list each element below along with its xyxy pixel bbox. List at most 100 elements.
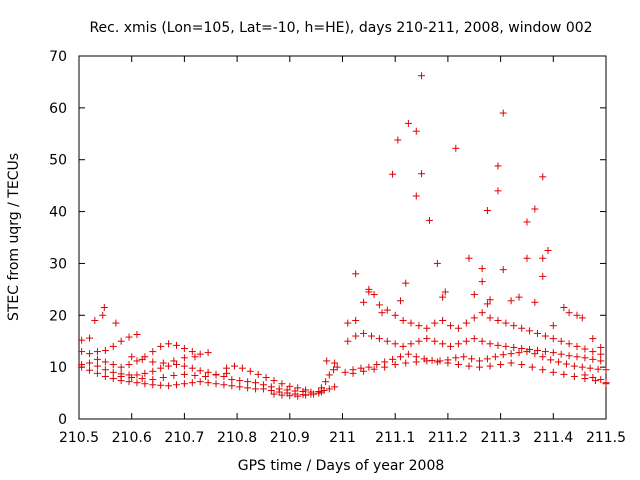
data-point	[404, 119, 412, 127]
y-tick-label: 20	[49, 308, 67, 324]
data-point	[439, 293, 447, 301]
x-tick-label: 210.5	[59, 430, 99, 446]
y-tick-label: 30	[49, 256, 67, 272]
data-point	[212, 371, 220, 379]
data-point	[133, 371, 141, 379]
data-point	[557, 337, 565, 345]
data-point	[526, 346, 534, 354]
data-point	[157, 364, 165, 372]
data-point	[465, 254, 473, 262]
data-point	[555, 358, 563, 366]
data-point	[320, 386, 328, 394]
data-point	[91, 316, 99, 324]
data-point	[109, 361, 117, 369]
data-point	[244, 378, 252, 386]
data-point	[180, 354, 188, 362]
data-point	[415, 337, 423, 345]
data-point	[117, 337, 125, 345]
data-point	[157, 381, 165, 389]
data-point	[549, 349, 557, 357]
data-point	[86, 359, 94, 367]
data-point	[483, 355, 491, 363]
data-point	[78, 348, 86, 356]
data-point	[360, 367, 368, 375]
data-point	[325, 385, 333, 393]
data-point	[99, 311, 107, 319]
data-point	[93, 369, 101, 377]
x-tick-label: 210.8	[217, 430, 257, 446]
data-point	[518, 324, 526, 332]
data-point	[375, 335, 383, 343]
data-point	[507, 350, 515, 358]
data-point	[589, 374, 597, 382]
data-point	[391, 311, 399, 319]
data-point	[165, 382, 173, 390]
data-point	[499, 266, 507, 274]
data-point	[502, 319, 510, 327]
data-point	[101, 372, 109, 380]
data-point	[549, 335, 557, 343]
data-point	[93, 362, 101, 370]
x-tick-label: 211	[329, 430, 356, 446]
data-point	[602, 380, 610, 388]
data-point	[331, 383, 339, 391]
data-point	[470, 314, 478, 322]
data-point	[149, 348, 157, 356]
data-point	[170, 371, 178, 379]
data-point	[549, 322, 557, 330]
data-point	[454, 340, 462, 348]
data-point	[402, 279, 410, 287]
data-point	[286, 382, 294, 390]
data-point	[157, 342, 165, 350]
y-tick-label: 50	[49, 153, 67, 169]
y-tick-label: 70	[49, 49, 67, 65]
data-point	[391, 340, 399, 348]
data-point	[286, 392, 294, 400]
data-point	[100, 304, 108, 312]
data-point	[360, 329, 368, 337]
data-point	[352, 316, 360, 324]
plot-area	[78, 55, 607, 420]
data-point	[486, 296, 494, 304]
data-point	[526, 327, 534, 335]
data-point	[433, 358, 441, 366]
x-tick-label: 211.5	[586, 430, 626, 446]
data-point	[494, 316, 502, 324]
data-point	[331, 359, 339, 367]
data-point	[594, 365, 602, 373]
data-point	[431, 319, 439, 327]
data-point	[470, 291, 478, 299]
data-point	[541, 348, 549, 356]
data-point	[381, 363, 389, 371]
data-point	[454, 361, 462, 369]
data-point	[412, 192, 420, 200]
data-point	[101, 347, 109, 355]
data-point	[375, 301, 383, 309]
data-point	[101, 366, 109, 374]
data-point	[589, 355, 597, 363]
data-points	[78, 72, 610, 400]
data-point	[589, 348, 597, 356]
data-point	[196, 350, 204, 358]
data-point	[149, 376, 157, 384]
data-point	[170, 357, 178, 365]
data-point	[244, 384, 252, 392]
data-point	[423, 335, 431, 343]
data-point	[499, 351, 507, 359]
data-point	[310, 390, 318, 398]
data-point	[515, 293, 523, 301]
data-point	[220, 381, 228, 389]
data-point	[133, 357, 141, 365]
y-tick-label: 40	[49, 205, 67, 221]
data-point	[391, 361, 399, 369]
data-point	[117, 363, 125, 371]
data-point	[128, 353, 136, 361]
data-point	[578, 363, 586, 371]
data-point	[196, 367, 204, 375]
y-tick-label: 60	[49, 101, 67, 117]
data-point	[230, 362, 238, 370]
data-point	[470, 335, 478, 343]
data-point	[112, 319, 120, 327]
data-point	[367, 332, 375, 340]
